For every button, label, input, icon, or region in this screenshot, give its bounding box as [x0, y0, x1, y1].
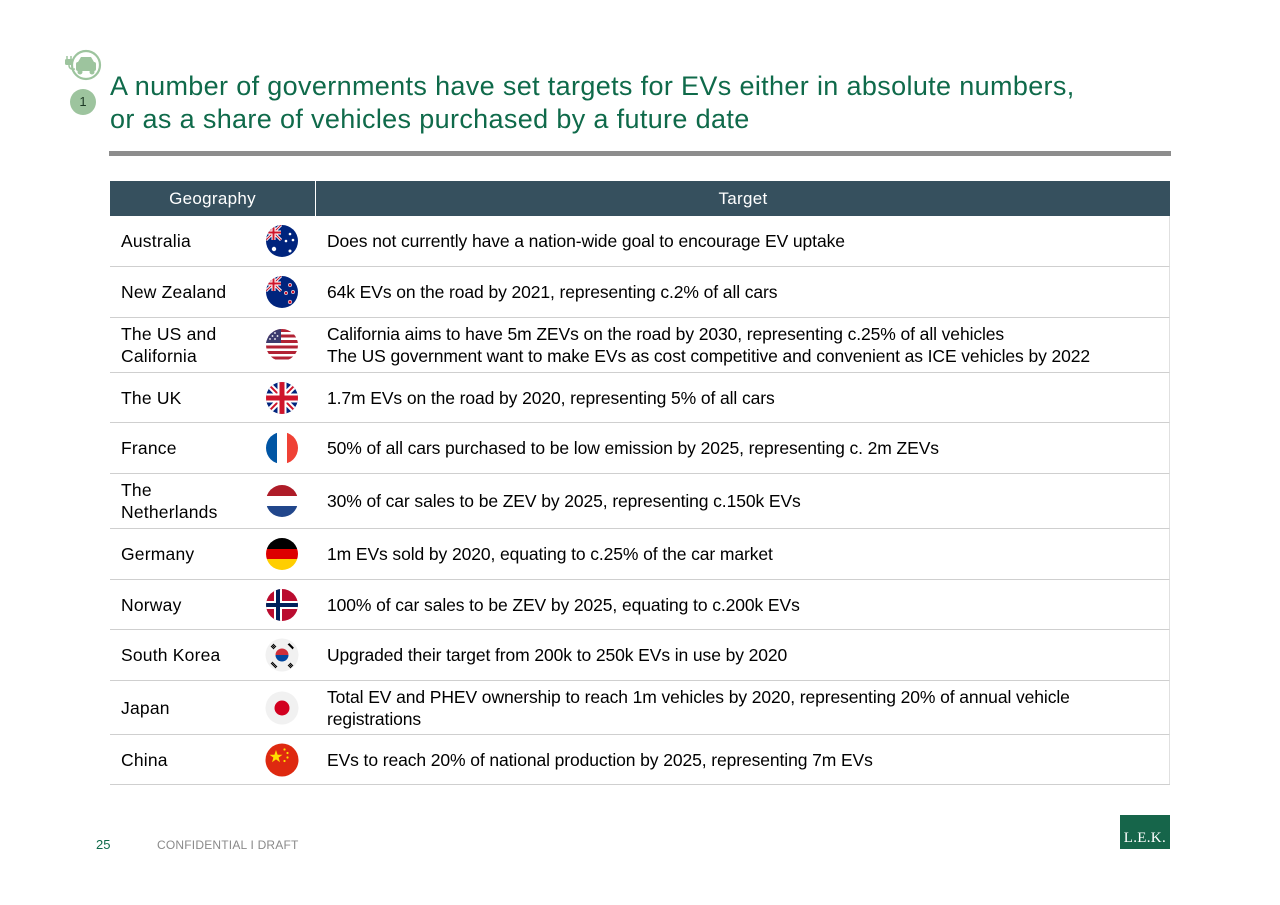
- geography-cell: The Netherlands: [110, 479, 250, 523]
- table-row: France 50% of all cars purchased to be lo…: [110, 422, 1170, 473]
- column-header-target: Target: [718, 189, 768, 208]
- target-text: Does not currently have a nation-wide go…: [327, 231, 845, 251]
- geography-cell: The US and California: [110, 323, 250, 367]
- germany-flag-icon: [266, 538, 298, 570]
- page-number: 25: [96, 837, 111, 852]
- australia-flag-icon: [266, 225, 298, 257]
- target-cell: Total EV and PHEV ownership to reach 1m …: [316, 686, 1169, 730]
- geography-name: Norway: [121, 594, 182, 615]
- table-row: China EVs to reach 20% of national produc…: [110, 734, 1170, 784]
- logo-text: L.E.K.: [1123, 830, 1166, 846]
- geography-name: The US and: [121, 324, 217, 344]
- france-flag-icon: [266, 432, 298, 464]
- geography-cell: Norway: [110, 594, 250, 616]
- column-header-geography: Geography: [110, 181, 316, 216]
- geography-name: Germany: [121, 544, 195, 564]
- flag-cell: [250, 537, 316, 571]
- south-korea-flag-icon: [265, 638, 299, 672]
- flag-cell: [250, 275, 316, 309]
- geography-name: The UK: [121, 387, 182, 408]
- geography-name: California: [121, 346, 197, 366]
- uk-flag-icon: [266, 381, 298, 414]
- target-text: 64k EVs on the road by 2021, representin…: [327, 282, 778, 302]
- geography-name: South Korea: [121, 645, 221, 665]
- title-line-2: or as a share of vehicles purchased by a…: [110, 104, 750, 134]
- usa-flag-icon: [266, 329, 298, 361]
- target-cell: EVs to reach 20% of national production …: [316, 749, 1169, 771]
- table-row: Germany 1m EVs sold by 2020, equating to …: [110, 528, 1170, 579]
- geography-cell: Japan: [110, 697, 250, 719]
- table-row: Japan Total EV and PHEV ownership to reac…: [110, 680, 1170, 734]
- target-text: California aims to have 5m ZEVs on the r…: [327, 324, 1005, 344]
- flag-cell: [250, 381, 316, 415]
- table-row: Australia Does not currently have a natio…: [110, 216, 1170, 266]
- china-flag-icon: [265, 743, 299, 776]
- target-cell: 50% of all cars purchased to be low emis…: [316, 437, 1169, 459]
- target-cell: 30% of car sales to be ZEV by 2025, repr…: [316, 490, 1169, 512]
- table-row: Norway 100% of car sales to be ZEV by 202…: [110, 579, 1170, 629]
- target-text: Total EV and PHEV ownership to reach 1m …: [327, 686, 1070, 729]
- geography-name: Japan: [121, 697, 170, 718]
- flag-cell: [250, 743, 316, 777]
- target-text: 50% of all cars purchased to be low emis…: [327, 438, 939, 458]
- japan-flag-icon: [265, 691, 299, 724]
- flag-cell: [250, 484, 316, 518]
- target-text: EVs to reach 20% of national production …: [327, 749, 873, 770]
- geography-cell: Australia: [110, 230, 250, 252]
- electric-car-icon: [65, 49, 102, 81]
- geography-cell: Germany: [110, 543, 250, 565]
- flag-cell: [250, 224, 316, 258]
- flag-cell: [250, 638, 316, 672]
- new-zealand-flag-icon: [266, 276, 298, 308]
- target-text: 1.7m EVs on the road by 2020, representi…: [327, 387, 775, 408]
- table-row: The UK 1.7m EVs on the road by 2020, repr…: [110, 372, 1170, 422]
- target-text: Upgraded their target from 200k to 250k …: [327, 645, 788, 665]
- target-cell: 1m EVs sold by 2020, equating to c.25% o…: [316, 543, 1169, 565]
- flag-cell: [250, 328, 316, 362]
- norway-flag-icon: [266, 588, 298, 621]
- target-cell: California aims to have 5m ZEVs on the r…: [316, 323, 1169, 367]
- title-line-1: A number of governments have set targets…: [110, 71, 1075, 101]
- geography-cell: France: [110, 437, 250, 459]
- geography-name: China: [121, 749, 168, 770]
- geography-cell: New Zealand: [110, 281, 250, 303]
- target-cell: 64k EVs on the road by 2021, representin…: [316, 281, 1169, 303]
- netherlands-flag-icon: [266, 485, 298, 517]
- table-row: The Netherlands 30% of car sales to be ZEV…: [110, 473, 1170, 528]
- geography-cell: The UK: [110, 387, 250, 409]
- target-text: 100% of car sales to be ZEV by 2025, equ…: [327, 594, 800, 615]
- geography-cell: China: [110, 749, 250, 771]
- flag-cell: [250, 588, 316, 622]
- flag-cell: [250, 431, 316, 465]
- table-header: Geography Target: [110, 181, 1170, 216]
- geography-name: New Zealand: [121, 282, 227, 302]
- confidential-label: CONFIDENTIAL I DRAFT: [157, 838, 299, 852]
- geography-name: France: [121, 438, 177, 458]
- target-text: 30% of car sales to be ZEV by 2025, repr…: [327, 491, 801, 511]
- target-cell: 100% of car sales to be ZEV by 2025, equ…: [316, 594, 1169, 616]
- target-text: The US government want to make EVs as co…: [327, 346, 1091, 366]
- table-row: The US and California California aims to h…: [110, 317, 1170, 372]
- target-cell: Does not currently have a nation-wide go…: [316, 230, 1169, 252]
- table-row: South Korea Upgraded their target from 20…: [110, 629, 1170, 680]
- geography-name: Netherlands: [121, 502, 218, 522]
- table-body: Australia Does not currently have a natio…: [110, 216, 1170, 784]
- flag-cell: [250, 691, 316, 725]
- geography-name: Australia: [121, 231, 191, 251]
- title-divider: [109, 151, 1171, 156]
- target-cell: 1.7m EVs on the road by 2020, representi…: [316, 387, 1169, 409]
- target-text: 1m EVs sold by 2020, equating to c.25% o…: [327, 544, 773, 564]
- geography-cell: South Korea: [110, 644, 250, 666]
- lek-logo: L.E.K.: [1120, 815, 1170, 849]
- target-cell: Upgraded their target from 200k to 250k …: [316, 644, 1169, 666]
- step-badge: 1: [70, 89, 96, 115]
- targets-table: Geography Target Australia Does not curre…: [110, 181, 1170, 785]
- geography-name: The: [121, 480, 152, 500]
- page-title: A number of governments have set targets…: [110, 70, 1170, 136]
- table-row: New Zealand 64k EVs on the road by 2021, …: [110, 266, 1170, 317]
